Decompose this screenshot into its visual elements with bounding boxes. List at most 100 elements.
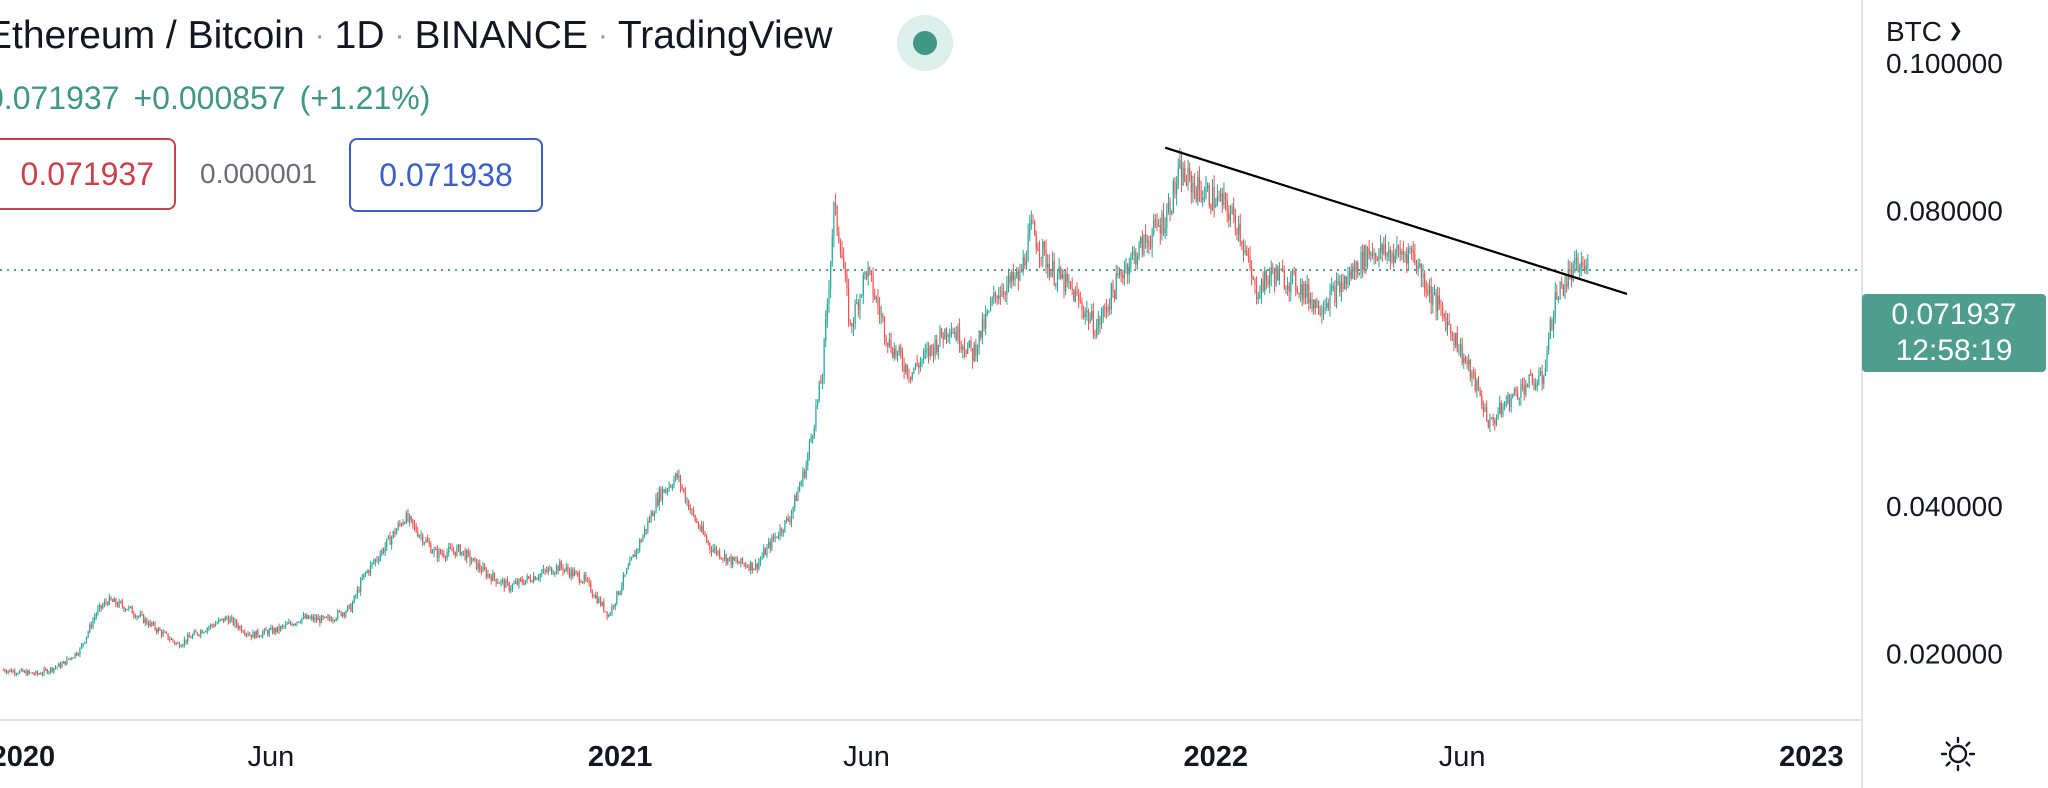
candle [968,340,970,349]
candle [960,340,962,353]
candle [888,332,890,349]
candle [1477,376,1480,392]
candle [655,493,657,514]
candle [446,548,448,561]
candle [392,530,394,539]
candle [1030,210,1032,230]
candle [506,576,509,586]
candle [710,546,713,557]
candle [816,399,819,410]
candle [490,574,492,585]
spread-value: 0.000001 [200,158,317,189]
candle [1471,369,1473,387]
candle [986,308,988,317]
candle [941,327,943,339]
candle [761,552,763,560]
candle [333,619,336,623]
candle [1362,244,1364,278]
candle [369,561,372,577]
candle [1004,291,1006,302]
candle [288,618,290,625]
y-tick-label: 0.020000 [1886,639,2003,670]
candle [555,563,558,575]
candle [746,564,749,568]
sell-button[interactable]: 0.071937 [0,138,176,210]
candle [962,344,964,359]
candle [244,629,246,637]
candle [291,622,293,627]
candle [1192,175,1194,203]
candle [113,596,115,603]
candle [1257,291,1259,304]
currency-selector[interactable]: BTC ❯ [1886,16,1963,48]
candle [1502,403,1504,418]
candle [1097,310,1099,335]
candle [87,630,89,639]
candle [391,535,393,550]
source-label: TradingView [617,14,833,57]
candle [108,593,110,606]
candle [1401,248,1403,261]
candle [407,508,409,523]
candle [939,324,941,348]
candle [1210,203,1212,215]
candle [1375,252,1377,265]
candle [1133,245,1135,264]
symbol-name[interactable]: Ethereum / Bitcoin [0,14,305,57]
candle [1003,283,1005,300]
candle [36,670,39,677]
candle [154,621,156,632]
candle [847,278,850,327]
candle [422,533,424,547]
candle [640,538,642,543]
market-status-dot-icon[interactable] [897,15,953,71]
sun-settings-icon[interactable] [1940,736,1976,772]
candle [1585,258,1587,275]
candle [1500,400,1502,418]
candle [1127,263,1129,285]
candle [683,488,685,494]
candle [361,574,363,581]
chart-legend-title[interactable]: Ethereum / Bitcoin · 1D · BINANCE · Trad… [0,14,833,58]
candle [1348,266,1351,286]
candle [1251,260,1253,286]
interval-label[interactable]: 1D [334,14,385,57]
candle [1448,313,1450,326]
candle [498,581,500,584]
candle [249,631,251,636]
candle [1034,219,1036,236]
candle [196,632,199,636]
candle [1422,264,1424,288]
candle [758,557,760,571]
candle [358,586,360,593]
candle [500,579,502,587]
candle [260,634,262,638]
candle [519,577,522,583]
candle [69,657,71,661]
candle [162,628,164,637]
candle [1264,266,1266,295]
trendline[interactable] [1164,146,1628,295]
buy-button[interactable]: 0.071938 [349,138,543,212]
candle [459,544,461,556]
candle [910,376,912,384]
candle [857,299,859,318]
candle [528,575,530,580]
candle [612,604,615,610]
candle [10,667,13,673]
candle [567,563,569,575]
candle [1247,247,1250,263]
candle [428,537,430,548]
candle [923,348,925,365]
candle [471,556,473,565]
candle [808,438,811,461]
candle [950,322,952,338]
candle [351,600,354,614]
candle [727,557,729,566]
candle [815,399,817,432]
y-tick-label: 0.040000 [1886,491,2003,522]
candle [45,667,47,672]
candle [1122,269,1124,285]
candle [1562,284,1564,297]
